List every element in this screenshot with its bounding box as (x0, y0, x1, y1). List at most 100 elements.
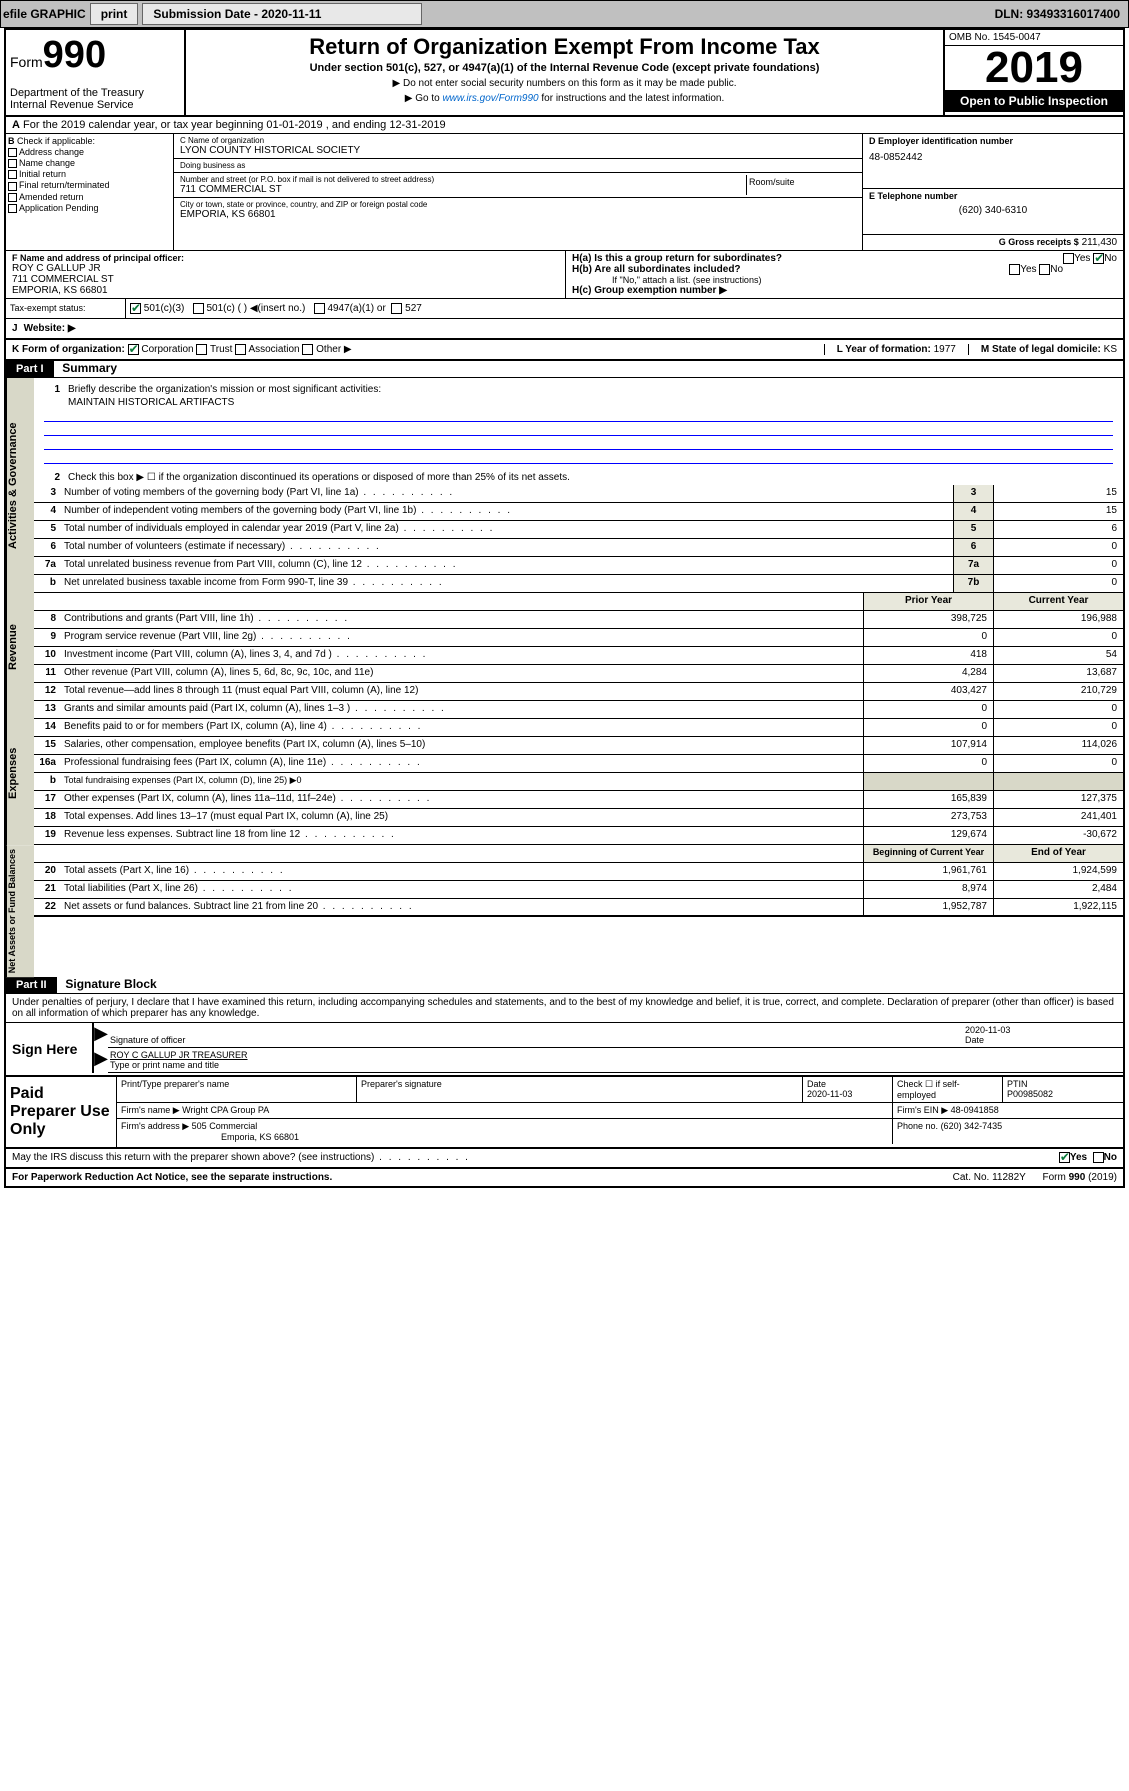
section-b: B Check if applicable: Address change Na… (6, 134, 174, 250)
form-subtitle: Under section 501(c), 527, or 4947(a)(1)… (194, 62, 935, 74)
street-address: 711 COMMERCIAL ST (180, 184, 746, 195)
dln-label: DLN: 93493316017400 (995, 7, 1126, 21)
tax-year: 2019 (945, 46, 1123, 90)
net-assets-section: Net Assets or Fund Balances Beginning of… (6, 845, 1123, 977)
line-17: 17Other expenses (Part IX, column (A), l… (34, 791, 1123, 809)
ha-yes[interactable] (1063, 253, 1074, 264)
form-word: Form (10, 54, 43, 70)
line-20: 20Total assets (Part X, line 16)1,961,76… (34, 863, 1123, 881)
rev-header: Prior YearCurrent Year (34, 593, 1123, 611)
chk-other[interactable] (302, 344, 313, 355)
chk-527[interactable] (391, 303, 402, 314)
ha-no[interactable] (1093, 253, 1104, 264)
officer-name: ROY C GALLUP JR (12, 263, 559, 274)
hb-no[interactable] (1039, 264, 1050, 275)
top-toolbar: efile GRAPHIC print Submission Date - 20… (0, 0, 1129, 28)
irs-link[interactable]: www.irs.gov/Form990 (442, 93, 538, 104)
tax-year-line: A For the 2019 calendar year, or tax yea… (6, 117, 1123, 134)
chk-corp[interactable] (128, 344, 139, 355)
goto-note: ▶ Go to www.irs.gov/Form990 for instruct… (194, 93, 935, 104)
city-state-zip: EMPORIA, KS 66801 (180, 209, 856, 220)
entity-info-row: B Check if applicable: Address change Na… (6, 134, 1123, 251)
sections-klm: K Form of organization: Corporation Trus… (6, 340, 1123, 361)
governance-section: Activities & Governance 1Briefly describ… (6, 378, 1123, 593)
firm-ein: 48-0941858 (951, 1105, 999, 1115)
prep-date: 2020-11-03 (807, 1089, 852, 1099)
mission-text: MAINTAIN HISTORICAL ARTIFACTS (38, 397, 1119, 408)
line-14: 14Benefits paid to or for members (Part … (34, 719, 1123, 737)
section-c: C Name of organization LYON COUNTY HISTO… (174, 134, 863, 250)
chk-501c[interactable] (193, 303, 204, 314)
firm-phone: (620) 342-7435 (941, 1121, 1003, 1131)
department-label: Department of the Treasury Internal Reve… (10, 87, 180, 111)
state-domicile: KS (1104, 344, 1117, 355)
line-7b: bNet unrelated business taxable income f… (34, 575, 1123, 593)
chk-initial-return[interactable]: Initial return (8, 169, 171, 179)
line-13: 13Grants and similar amounts paid (Part … (34, 701, 1123, 719)
discuss-no[interactable] (1093, 1152, 1104, 1163)
ein: 48-0852442 (869, 152, 1117, 163)
paid-preparer-section: Paid Preparer Use Only Print/Type prepar… (6, 1077, 1123, 1149)
form-number: 990 (43, 34, 106, 76)
line-18: 18Total expenses. Add lines 13–17 (must … (34, 809, 1123, 827)
print-button[interactable]: print (90, 3, 139, 25)
perjury-statement: Under penalties of perjury, I declare th… (6, 994, 1123, 1023)
discuss-yes[interactable] (1059, 1152, 1070, 1163)
line-15: 15Salaries, other compensation, employee… (34, 737, 1123, 755)
part1-header: Part I Summary (6, 361, 1123, 378)
sections-d-e-g: D Employer identification number 48-0852… (863, 134, 1123, 250)
chk-name-change[interactable]: Name change (8, 158, 171, 168)
ssn-note: ▶ Do not enter social security numbers o… (194, 78, 935, 89)
line-11: 11Other revenue (Part VIII, column (A), … (34, 665, 1123, 683)
form-title: Return of Organization Exempt From Incom… (194, 34, 935, 60)
chk-4947[interactable] (314, 303, 325, 314)
sections-f-h: F Name and address of principal officer:… (6, 251, 1123, 299)
line-9: 9Program service revenue (Part VIII, lin… (34, 629, 1123, 647)
form-header: Form990 Department of the Treasury Inter… (6, 30, 1123, 117)
gross-receipts: 211,430 (1082, 237, 1117, 248)
chk-assoc[interactable] (235, 344, 246, 355)
line-16b: bTotal fundraising expenses (Part IX, co… (34, 773, 1123, 791)
year-formation: 1977 (934, 344, 956, 355)
chk-amended[interactable]: Amended return (8, 192, 171, 202)
room-suite: Room/suite (746, 175, 856, 195)
line-19: 19Revenue less expenses. Subtract line 1… (34, 827, 1123, 845)
officer-addr2: EMPORIA, KS 66801 (12, 285, 559, 296)
revenue-section: Revenue Prior YearCurrent Year 8Contribu… (6, 593, 1123, 701)
line-3: 3Number of voting members of the governi… (34, 485, 1123, 503)
section-i-row: Tax-exempt status: 501(c)(3) 501(c) ( ) … (6, 299, 1123, 319)
ptin: P00985082 (1007, 1089, 1053, 1099)
org-name: LYON COUNTY HISTORICAL SOCIETY (180, 145, 856, 156)
website-label: Website: ▶ (24, 323, 76, 334)
efile-label: efile GRAPHIC (3, 7, 86, 21)
chk-app-pending[interactable]: Application Pending (8, 203, 171, 213)
footer: For Paperwork Reduction Act Notice, see … (6, 1169, 1123, 1186)
officer-name-title: ROY C GALLUP JR TREASURER (110, 1050, 248, 1060)
net-header: Beginning of Current YearEnd of Year (34, 845, 1123, 863)
firm-addr1: 505 Commercial (192, 1121, 258, 1131)
line-8: 8Contributions and grants (Part VIII, li… (34, 611, 1123, 629)
chk-501c3[interactable] (130, 303, 141, 314)
officer-addr1: 711 COMMERCIAL ST (12, 274, 559, 285)
hb-yes[interactable] (1009, 264, 1020, 275)
form-990-container: Form990 Department of the Treasury Inter… (4, 28, 1125, 1188)
phone: (620) 340-6310 (869, 205, 1117, 216)
section-j-row: JWebsite: ▶ (6, 319, 1123, 340)
tax-exempt-label: Tax-exempt status: (6, 299, 126, 318)
part2-header: Part II Signature Block (6, 977, 1123, 994)
line-5: 5Total number of individuals employed in… (34, 521, 1123, 539)
firm-name: Wright CPA Group PA (182, 1105, 269, 1115)
sign-here-section: Sign Here ▶ Signature of officer 2020-11… (6, 1023, 1123, 1077)
discuss-row: May the IRS discuss this return with the… (6, 1149, 1123, 1168)
submission-date: Submission Date - 2020-11-11 (142, 3, 422, 25)
line-12: 12Total revenue—add lines 8 through 11 (… (34, 683, 1123, 701)
line-4: 4Number of independent voting members of… (34, 503, 1123, 521)
firm-addr2: Emporia, KS 66801 (121, 1132, 299, 1142)
expenses-section: Expenses 13Grants and similar amounts pa… (6, 701, 1123, 845)
line-22: 22Net assets or fund balances. Subtract … (34, 899, 1123, 917)
line-16a: 16aProfessional fundraising fees (Part I… (34, 755, 1123, 773)
line-7a: 7aTotal unrelated business revenue from … (34, 557, 1123, 575)
chk-trust[interactable] (196, 344, 207, 355)
chk-final-return[interactable]: Final return/terminated (8, 180, 171, 190)
chk-address-change[interactable]: Address change (8, 147, 171, 157)
